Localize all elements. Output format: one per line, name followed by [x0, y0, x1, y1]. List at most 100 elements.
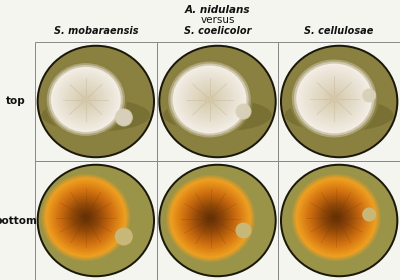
Ellipse shape: [49, 182, 122, 253]
Ellipse shape: [313, 195, 359, 240]
Ellipse shape: [194, 203, 226, 234]
Ellipse shape: [177, 186, 244, 251]
Bar: [157, 161, 278, 280]
Ellipse shape: [46, 178, 126, 257]
Ellipse shape: [365, 210, 374, 219]
Ellipse shape: [118, 112, 130, 123]
Ellipse shape: [71, 203, 101, 232]
Ellipse shape: [314, 196, 358, 239]
Ellipse shape: [365, 91, 374, 100]
Ellipse shape: [366, 211, 373, 218]
Ellipse shape: [120, 114, 127, 121]
Ellipse shape: [335, 216, 337, 219]
Ellipse shape: [180, 188, 241, 249]
Ellipse shape: [84, 215, 88, 220]
Ellipse shape: [332, 213, 341, 222]
Ellipse shape: [122, 115, 126, 120]
Ellipse shape: [306, 188, 366, 247]
Ellipse shape: [318, 200, 354, 235]
Text: S. coelicolor: S. coelicolor: [184, 26, 251, 36]
Ellipse shape: [205, 213, 216, 224]
Ellipse shape: [186, 78, 234, 122]
Ellipse shape: [66, 199, 105, 237]
Ellipse shape: [236, 104, 252, 120]
Ellipse shape: [238, 225, 250, 237]
Ellipse shape: [302, 184, 370, 251]
Ellipse shape: [294, 176, 378, 259]
Ellipse shape: [165, 174, 256, 263]
Ellipse shape: [74, 88, 98, 111]
Ellipse shape: [61, 193, 111, 242]
Ellipse shape: [296, 64, 372, 133]
Ellipse shape: [175, 184, 246, 253]
Ellipse shape: [172, 66, 246, 134]
Ellipse shape: [322, 204, 350, 231]
Ellipse shape: [39, 47, 153, 156]
Ellipse shape: [366, 92, 373, 99]
Ellipse shape: [50, 183, 121, 252]
Ellipse shape: [364, 209, 374, 220]
Ellipse shape: [52, 184, 120, 251]
Ellipse shape: [73, 205, 98, 230]
Ellipse shape: [181, 74, 238, 125]
Ellipse shape: [368, 213, 371, 216]
Ellipse shape: [314, 80, 354, 117]
Bar: [278, 42, 400, 161]
Ellipse shape: [206, 96, 214, 103]
Ellipse shape: [280, 164, 398, 277]
Ellipse shape: [206, 214, 215, 223]
Ellipse shape: [292, 59, 376, 137]
Ellipse shape: [62, 194, 110, 241]
Ellipse shape: [77, 209, 95, 227]
Ellipse shape: [185, 194, 236, 243]
Bar: [157, 42, 278, 161]
Ellipse shape: [285, 99, 394, 132]
Ellipse shape: [173, 181, 248, 256]
Ellipse shape: [303, 185, 369, 250]
Ellipse shape: [115, 227, 133, 246]
Ellipse shape: [53, 69, 119, 130]
Ellipse shape: [204, 212, 217, 225]
Ellipse shape: [37, 164, 155, 277]
Ellipse shape: [192, 200, 229, 236]
Ellipse shape: [167, 176, 254, 261]
Ellipse shape: [321, 86, 348, 111]
Ellipse shape: [282, 166, 396, 275]
Ellipse shape: [290, 172, 382, 262]
Ellipse shape: [205, 95, 214, 104]
Ellipse shape: [242, 111, 244, 113]
Ellipse shape: [84, 98, 88, 101]
Ellipse shape: [310, 76, 359, 121]
Ellipse shape: [330, 95, 338, 102]
Ellipse shape: [190, 81, 229, 118]
Ellipse shape: [312, 78, 356, 119]
Ellipse shape: [57, 73, 115, 126]
Ellipse shape: [45, 61, 127, 138]
Ellipse shape: [330, 94, 339, 102]
Ellipse shape: [240, 227, 246, 234]
Ellipse shape: [308, 190, 365, 246]
Ellipse shape: [118, 231, 130, 242]
Ellipse shape: [120, 233, 127, 240]
Ellipse shape: [177, 69, 242, 129]
Ellipse shape: [175, 67, 244, 132]
Ellipse shape: [119, 113, 128, 122]
Ellipse shape: [310, 192, 362, 243]
Ellipse shape: [328, 210, 344, 225]
Ellipse shape: [368, 95, 370, 96]
Ellipse shape: [76, 90, 96, 109]
Ellipse shape: [319, 201, 353, 234]
Ellipse shape: [304, 186, 368, 249]
Ellipse shape: [45, 177, 127, 258]
Ellipse shape: [236, 223, 252, 239]
Ellipse shape: [242, 228, 246, 232]
Ellipse shape: [311, 193, 361, 242]
Ellipse shape: [297, 179, 375, 256]
Ellipse shape: [181, 189, 240, 248]
Ellipse shape: [362, 88, 376, 102]
Ellipse shape: [196, 88, 222, 111]
Ellipse shape: [301, 68, 368, 129]
Ellipse shape: [293, 175, 380, 260]
Ellipse shape: [330, 212, 342, 223]
Ellipse shape: [82, 96, 90, 103]
